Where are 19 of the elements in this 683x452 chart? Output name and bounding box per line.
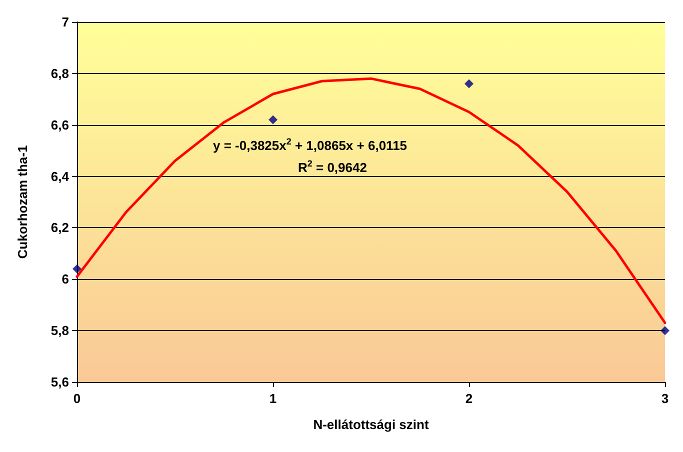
x-tick-label: 2 <box>465 391 473 406</box>
y-tick-label: 5,8 <box>50 323 69 338</box>
y-tick-label: 7 <box>62 14 69 30</box>
x-tick-label: 1 <box>269 391 277 406</box>
x-tick-label: 3 <box>661 391 669 406</box>
point <box>464 79 474 88</box>
y-axis-title: Cukorhozam tha-1 <box>15 145 30 259</box>
point <box>268 115 278 124</box>
point <box>72 264 82 274</box>
x-axis-title: N-ellátottsági szint <box>313 417 430 432</box>
y-tick-label: 6,8 <box>50 66 69 81</box>
y-tick-label: 6 <box>62 272 69 287</box>
y-tick-label: 5,6 <box>50 374 69 390</box>
y-tick-label: 6,4 <box>50 168 70 184</box>
point <box>660 326 670 336</box>
x-tick-label: 0 <box>73 391 81 406</box>
y-tick-label: 6,2 <box>50 220 69 236</box>
y-tick-label: 6,6 <box>50 117 69 132</box>
line-series <box>76 77 666 324</box>
